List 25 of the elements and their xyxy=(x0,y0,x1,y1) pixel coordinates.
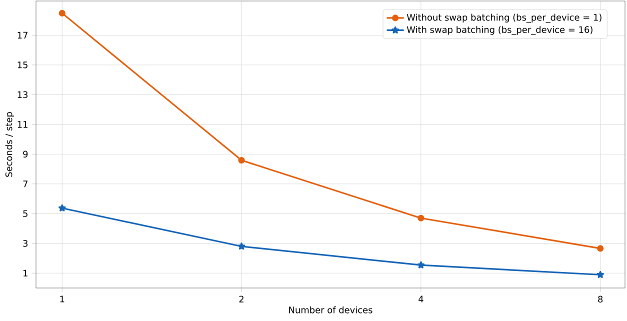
y-tick-label: 1 xyxy=(24,270,28,276)
x-tick-label: 1 xyxy=(60,296,64,302)
point xyxy=(58,10,66,16)
point xyxy=(238,156,245,164)
y-tick-label: 17 xyxy=(18,32,28,38)
y-tick-label: 13 xyxy=(18,91,28,98)
y-axis-title: Seconds / step xyxy=(5,112,14,177)
point xyxy=(596,270,604,278)
y-tick-label: 3 xyxy=(23,240,28,247)
x-axis-title: Number of devices xyxy=(289,306,372,314)
legend-label: With swap batching (bs_per_device = 16) xyxy=(406,26,592,36)
y-tick-label: 7 xyxy=(23,180,28,188)
point xyxy=(58,204,66,212)
y-tick-label: 11 xyxy=(18,121,28,128)
y-tick-label: 15 xyxy=(18,62,28,68)
x-tick-label: 4 xyxy=(418,296,424,302)
x-tick-label: 2 xyxy=(239,296,244,302)
x-tick-label: 8 xyxy=(598,296,603,303)
y-tick-label: 9 xyxy=(23,150,28,158)
point xyxy=(597,245,604,252)
y-tick-label: 5 xyxy=(23,210,28,217)
legend-label: Without swap batching (bs_per_device = 1) xyxy=(406,14,602,23)
point xyxy=(238,242,246,250)
point xyxy=(418,214,424,222)
point xyxy=(417,261,425,268)
